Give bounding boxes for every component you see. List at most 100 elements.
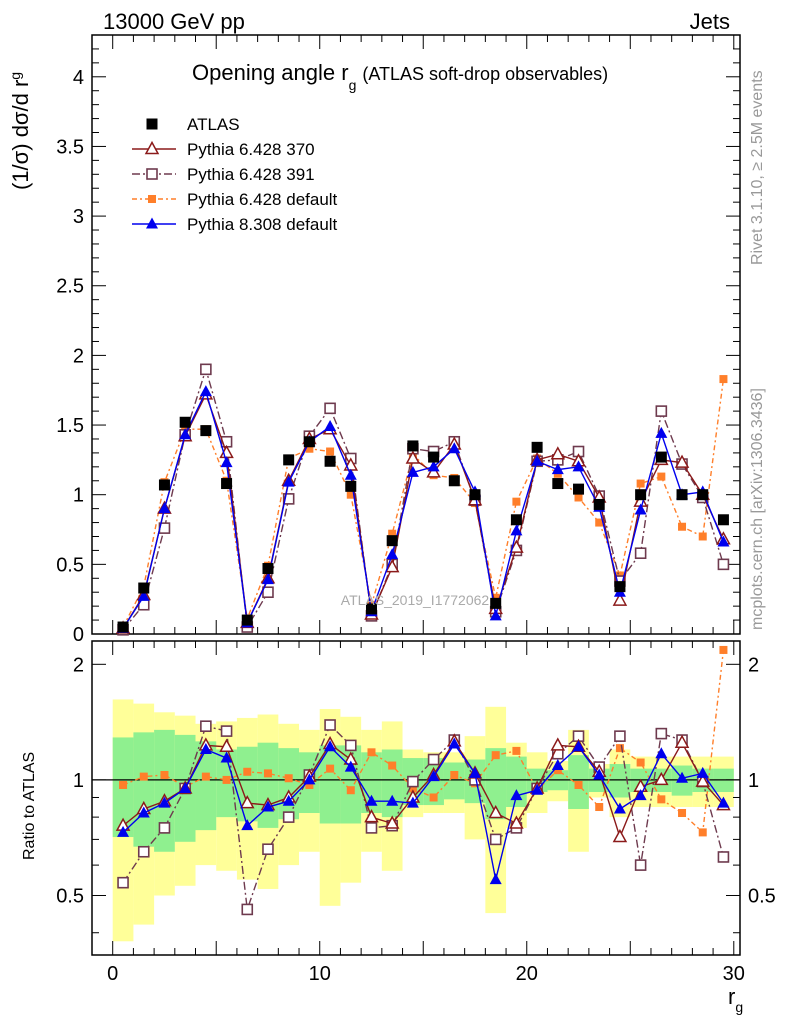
main-point-p8def xyxy=(489,609,502,621)
main-point-atlas xyxy=(573,483,585,495)
main-point-p8def xyxy=(634,503,647,515)
ratio-point-p6def xyxy=(201,772,210,781)
main-y-tick-label: 2.5 xyxy=(56,276,84,298)
legend-entry-atlas: ATLAS xyxy=(146,115,240,134)
main-y-axis-label-sub: g xyxy=(7,72,23,80)
ratio-y-tick-label-right: 2 xyxy=(748,654,759,676)
ratio-point-p370 xyxy=(695,773,710,787)
main-point-atlas xyxy=(717,514,729,526)
main-y-tick-label: 4 xyxy=(73,67,84,89)
ratio-point-p8def xyxy=(634,789,647,801)
ratio-point-p6def xyxy=(160,770,169,779)
main-point-atlas xyxy=(407,440,419,452)
main-y-tick-label: 3 xyxy=(73,206,84,228)
main-point-p8def xyxy=(427,460,440,472)
ratio-point-p391 xyxy=(489,833,502,846)
main-point-p8def xyxy=(137,589,150,601)
ratio-frame xyxy=(91,640,741,956)
ratio-point-p6def xyxy=(615,744,624,753)
main-point-p370 xyxy=(405,450,421,464)
ratio-point-p6def xyxy=(657,795,666,804)
main-point-p6def xyxy=(678,522,687,531)
x-tick-label: 30 xyxy=(723,963,745,985)
watermark: ATLAS_2019_I1772062 xyxy=(341,592,490,608)
main-point-p391 xyxy=(262,586,274,599)
ratio-point-p6def xyxy=(429,793,438,802)
main-point-p8def xyxy=(158,502,171,514)
green-band-bin xyxy=(443,762,465,800)
main-point-atlas xyxy=(676,489,688,501)
ratio-point-p370 xyxy=(488,804,503,819)
plot-title: Opening angle rg (ATLAS soft-drop observa… xyxy=(192,60,608,93)
ratio-point-p370 xyxy=(550,737,566,751)
ratio-point-p8def xyxy=(386,794,399,806)
main-point-p6def xyxy=(595,518,604,527)
ratio-point-p391 xyxy=(365,822,378,834)
legend-label: Pythia 8.308 default xyxy=(187,215,338,234)
main-y-tick-label: 3.5 xyxy=(56,136,84,158)
main-point-p6def xyxy=(574,493,583,502)
green-band-bin xyxy=(319,745,341,824)
main-y-tick-label: 0 xyxy=(73,624,84,646)
main-point-p370 xyxy=(384,559,400,573)
main-point-atlas xyxy=(697,489,709,501)
main-point-p8def xyxy=(386,548,399,560)
ratio-point-p391 xyxy=(117,876,129,889)
green-band-bin xyxy=(257,742,279,828)
main-point-p370 xyxy=(426,464,441,478)
main-point-p370 xyxy=(612,592,628,606)
main-point-atlas xyxy=(428,451,440,463)
ratio-point-p391 xyxy=(407,775,419,788)
main-series-atlas xyxy=(117,416,729,633)
main-y-axis-label: (1/σ) dσ/d rg xyxy=(7,72,33,190)
ratio-point-p391 xyxy=(262,843,274,856)
main-point-p391 xyxy=(634,547,647,560)
legend-marker xyxy=(144,140,160,155)
main-line-p391 xyxy=(122,366,725,631)
main-point-p6def xyxy=(388,529,397,538)
ratio-point-p8def xyxy=(696,766,709,778)
legend-marker xyxy=(146,168,158,180)
main-point-atlas xyxy=(635,489,647,501)
main-point-p8def xyxy=(406,465,419,477)
ratio-point-p6def xyxy=(326,764,335,773)
main-point-atlas xyxy=(117,621,129,633)
main-point-p8def xyxy=(510,524,523,536)
ratio-y-tick-label-right: 0.5 xyxy=(748,886,776,908)
main-point-atlas xyxy=(283,454,295,466)
main-point-p370 xyxy=(674,454,690,468)
ratio-point-p8def xyxy=(261,800,274,812)
main-point-p8def xyxy=(179,428,192,440)
main-point-atlas xyxy=(490,597,502,609)
ratio-point-p8def xyxy=(344,760,357,772)
main-point-p6def xyxy=(657,472,666,481)
main-frame xyxy=(91,34,741,635)
ratio-point-p6def xyxy=(119,780,128,789)
ratio-point-p8def xyxy=(179,781,192,793)
ratio-point-p8def xyxy=(427,770,440,782)
ratio-point-p6def xyxy=(222,775,231,784)
main-point-p8def xyxy=(448,442,461,454)
main-point-atlas xyxy=(448,475,460,487)
main-point-atlas xyxy=(324,455,336,467)
ratio-point-p391 xyxy=(427,753,440,766)
ratio-point-p370 xyxy=(364,809,379,823)
ratio-point-p391 xyxy=(282,811,295,823)
green-band-bin xyxy=(423,758,444,806)
ratio-point-p8def xyxy=(655,747,668,759)
ratio-point-p391 xyxy=(614,730,626,742)
main-point-atlas xyxy=(552,478,564,490)
legend-marker xyxy=(146,118,158,130)
main-y-tick-label: 1.5 xyxy=(56,415,84,437)
plot-title-suffix: (ATLAS soft-drop observables) xyxy=(362,64,608,84)
x-axis-label-sub: g xyxy=(735,999,743,1015)
ratio-point-p8def xyxy=(551,759,564,771)
main-point-atlas xyxy=(531,441,543,453)
ratio-point-p6def xyxy=(595,803,604,812)
main-point-atlas xyxy=(138,582,150,594)
main-point-atlas xyxy=(469,489,481,501)
plot-title-sub: g xyxy=(349,77,357,93)
main-point-p8def xyxy=(344,468,357,480)
ratio-point-p8def xyxy=(220,751,233,763)
main-y-axis-label-text: (1/σ) dσ/d r xyxy=(8,80,33,190)
